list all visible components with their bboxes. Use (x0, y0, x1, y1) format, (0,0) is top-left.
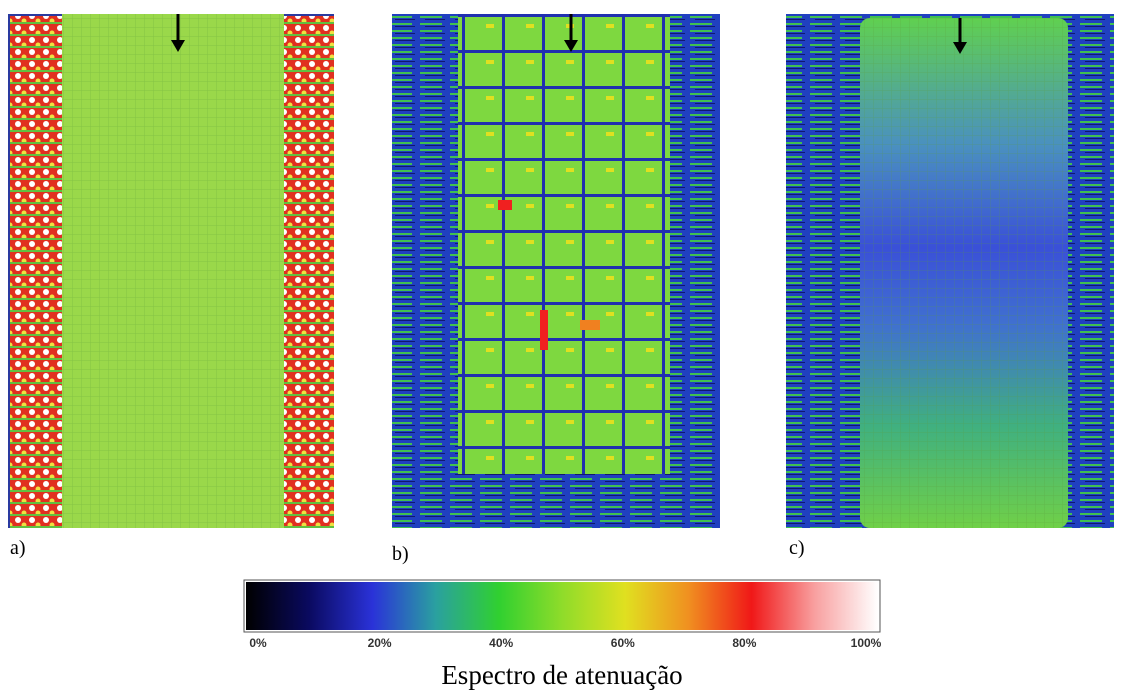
colorbar-tick-label: 20% (368, 636, 392, 650)
colorbar-tick-label: 80% (732, 636, 756, 650)
colorbar-tick-label: 60% (611, 636, 635, 650)
panel-a (8, 14, 334, 528)
panel-label: a) (10, 537, 26, 559)
colorbar (243, 579, 881, 633)
colorbar-ticks: 0% 20% 40% 60% 80% 100% (249, 636, 881, 650)
colorbar-tick-label: 0% (249, 636, 267, 650)
panel-b (392, 14, 720, 528)
colorbar-tick-label: 100% (851, 636, 882, 650)
colorbar-tick-label: 40% (489, 636, 513, 650)
colorbar-title: Espectro de atenuação (441, 660, 682, 690)
panel-label: b) (392, 543, 409, 565)
panel-c (786, 14, 1114, 528)
panel-label: c) (789, 537, 805, 559)
